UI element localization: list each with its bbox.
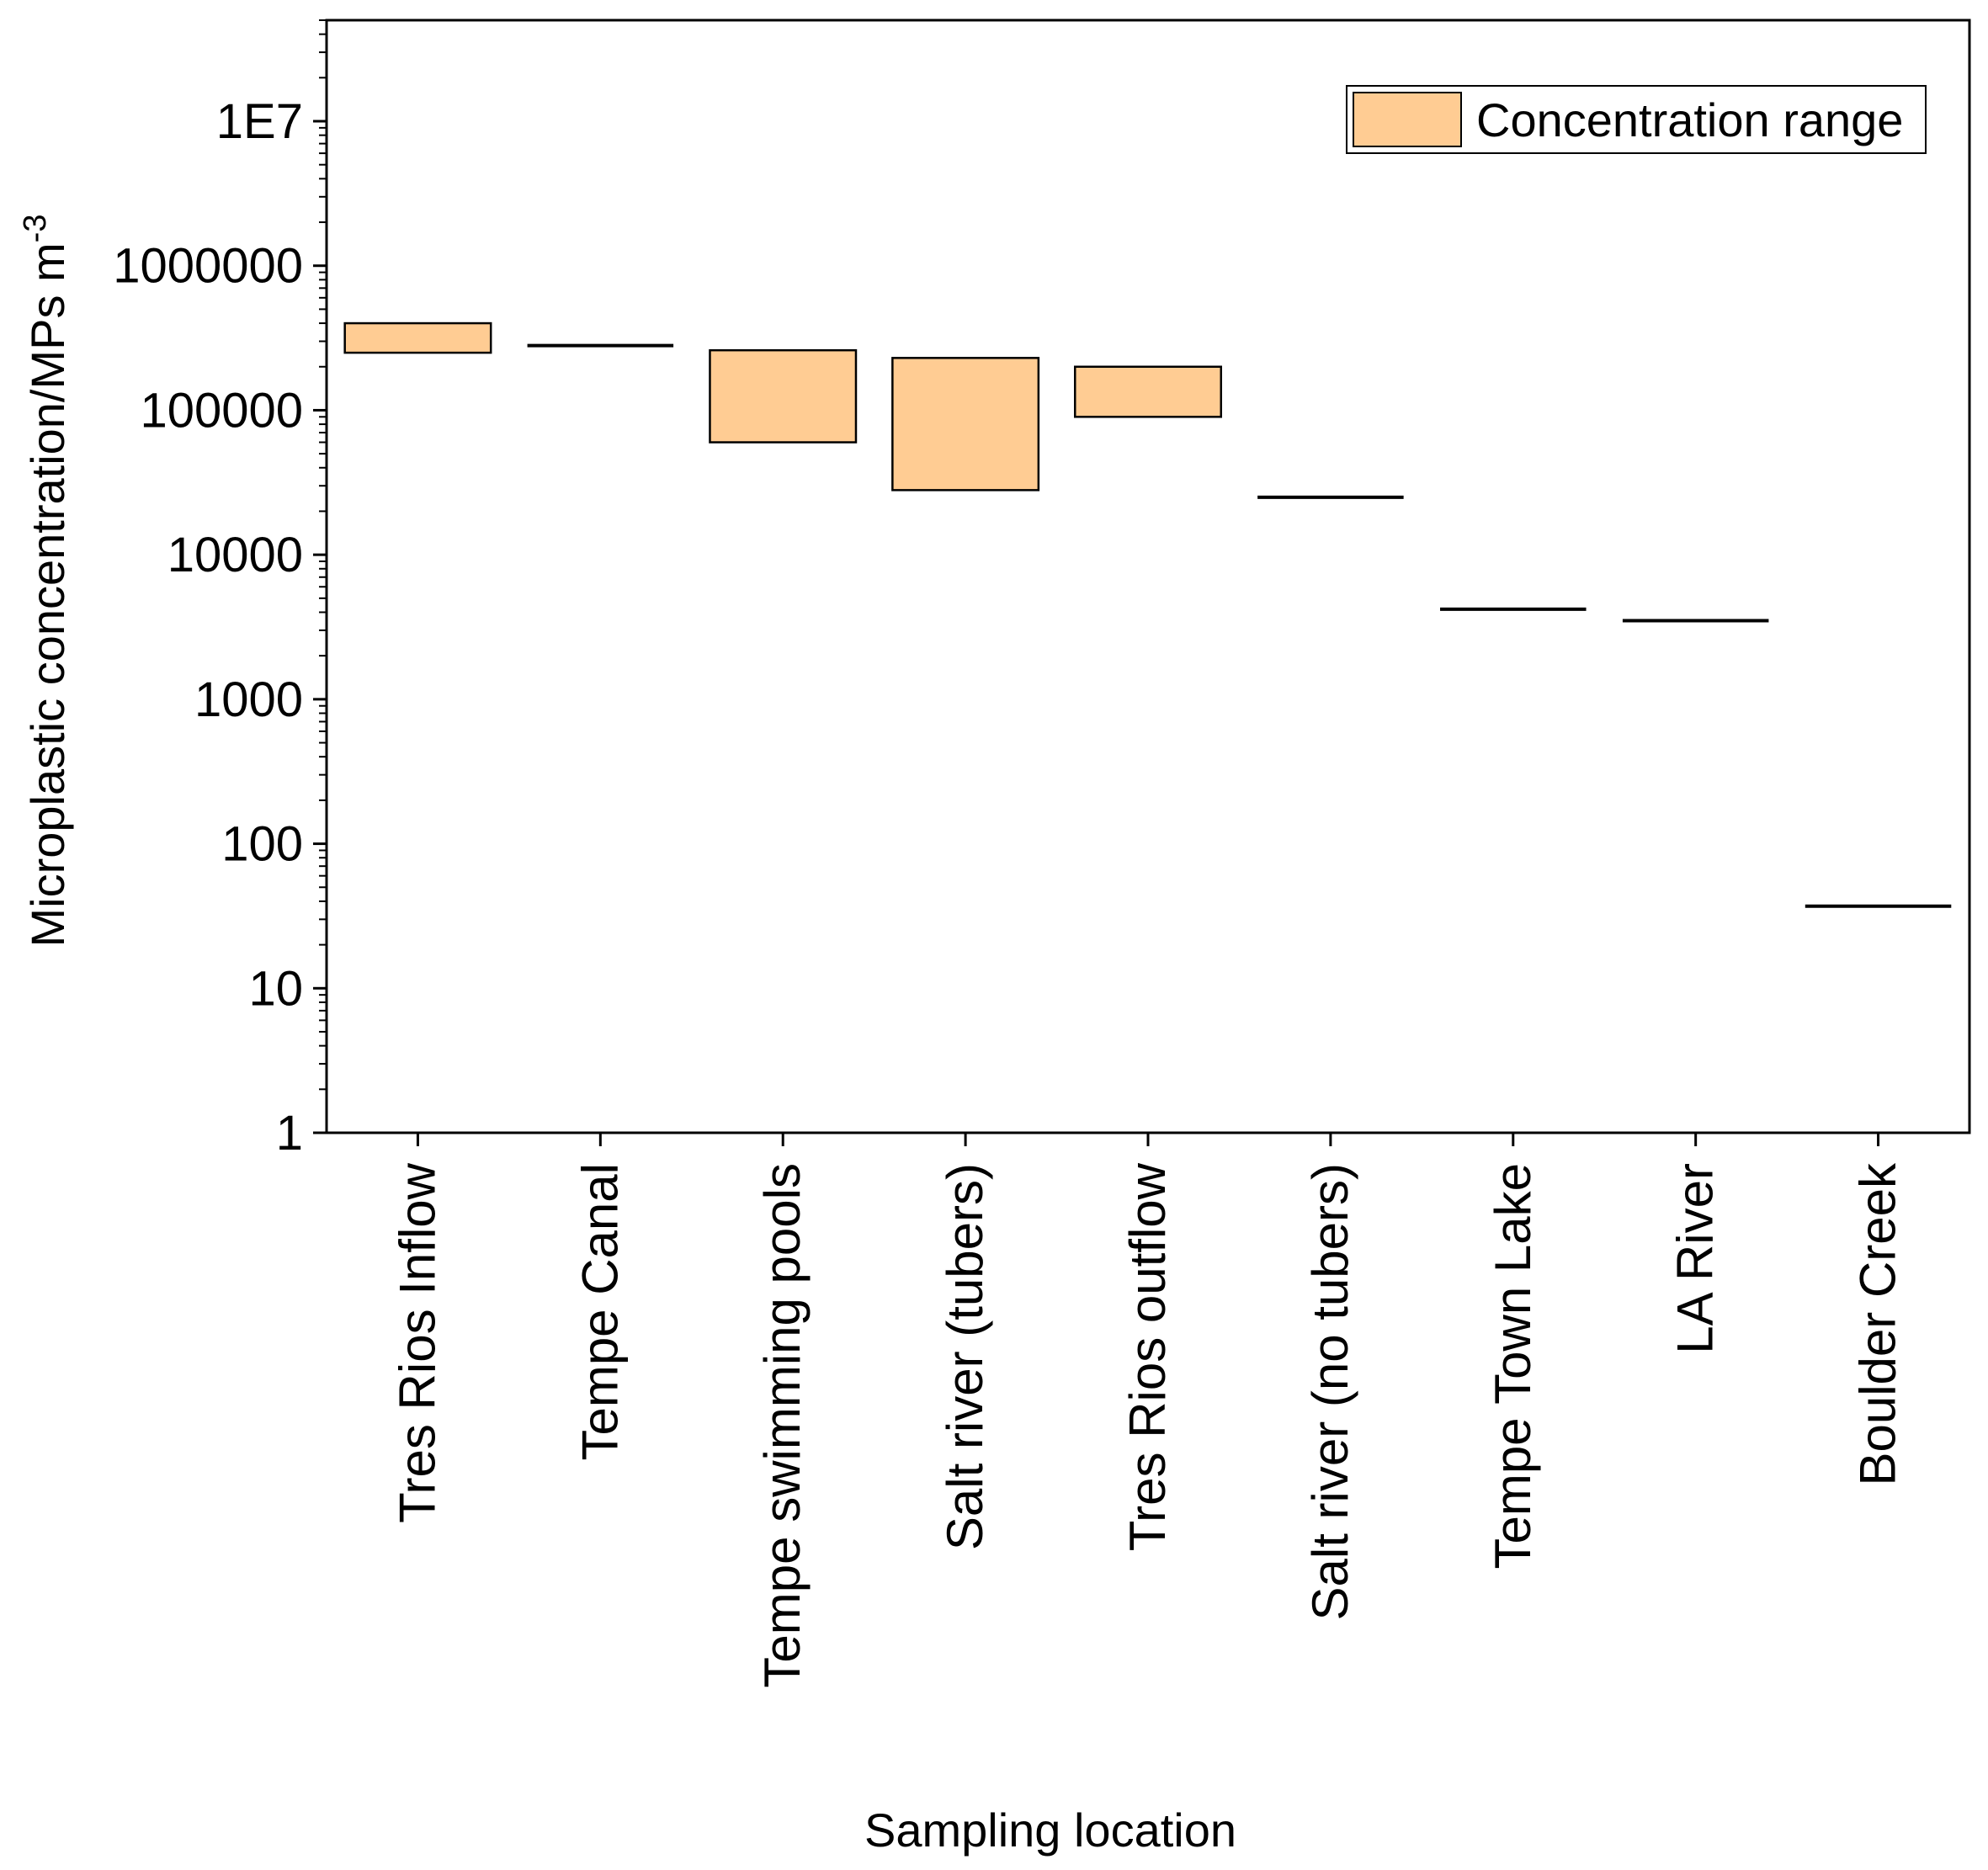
x-axis-labels: Tres Rios Inflow Tempe Canal Tempe swimmin…: [389, 1133, 1906, 1688]
legend: Concentration range: [1346, 85, 1927, 154]
y-tick-label: 1000: [194, 672, 303, 727]
range-bar: [709, 348, 858, 444]
x-tick-label: Tres Rios Inflow: [389, 1162, 445, 1523]
range-bar: [891, 357, 1040, 491]
legend-label: Concentration range: [1476, 93, 1903, 146]
y-tick-label: 1E7: [216, 94, 303, 149]
y-axis: 1 10 100 1000 10000 100000 1000000 1E7: [113, 19, 327, 1161]
x-axis-title: Sampling location: [864, 1804, 1236, 1857]
y-tick-label: 1: [276, 1106, 303, 1161]
y-tick-label: 100000: [140, 383, 303, 438]
x-tick-label: LA River: [1667, 1163, 1724, 1354]
x-tick-label: Tempe Town Lake: [1485, 1163, 1541, 1570]
y-tick-label: 10: [248, 961, 303, 1016]
x-tick-label: Salt river (tubers): [937, 1163, 993, 1550]
y-axis-title-main: Microplastic concentration/MPs m: [21, 242, 74, 947]
y-tick-label: 10000: [167, 528, 303, 582]
y-tick-label: 100: [221, 817, 303, 872]
x-tick-label: Tempe Canal: [571, 1163, 628, 1461]
y-tick-label: 1000000: [113, 239, 303, 294]
range-bars: [343, 321, 1952, 908]
range-bar: [1073, 365, 1223, 418]
y-axis-title-superscript: -3: [18, 215, 53, 243]
plot-frame: [325, 19, 1971, 1134]
x-tick-label: Boulder Creek: [1850, 1162, 1906, 1486]
y-axis-title: Microplastic concentration/MPs m-3: [18, 215, 74, 948]
legend-swatch: [1353, 92, 1462, 147]
x-tick-label: Tempe swimming pools: [754, 1163, 811, 1688]
x-tick-label: Tres Rios outflow: [1119, 1162, 1176, 1551]
range-bar: [343, 321, 492, 354]
x-tick-label: Salt river (no tubers): [1302, 1163, 1358, 1621]
